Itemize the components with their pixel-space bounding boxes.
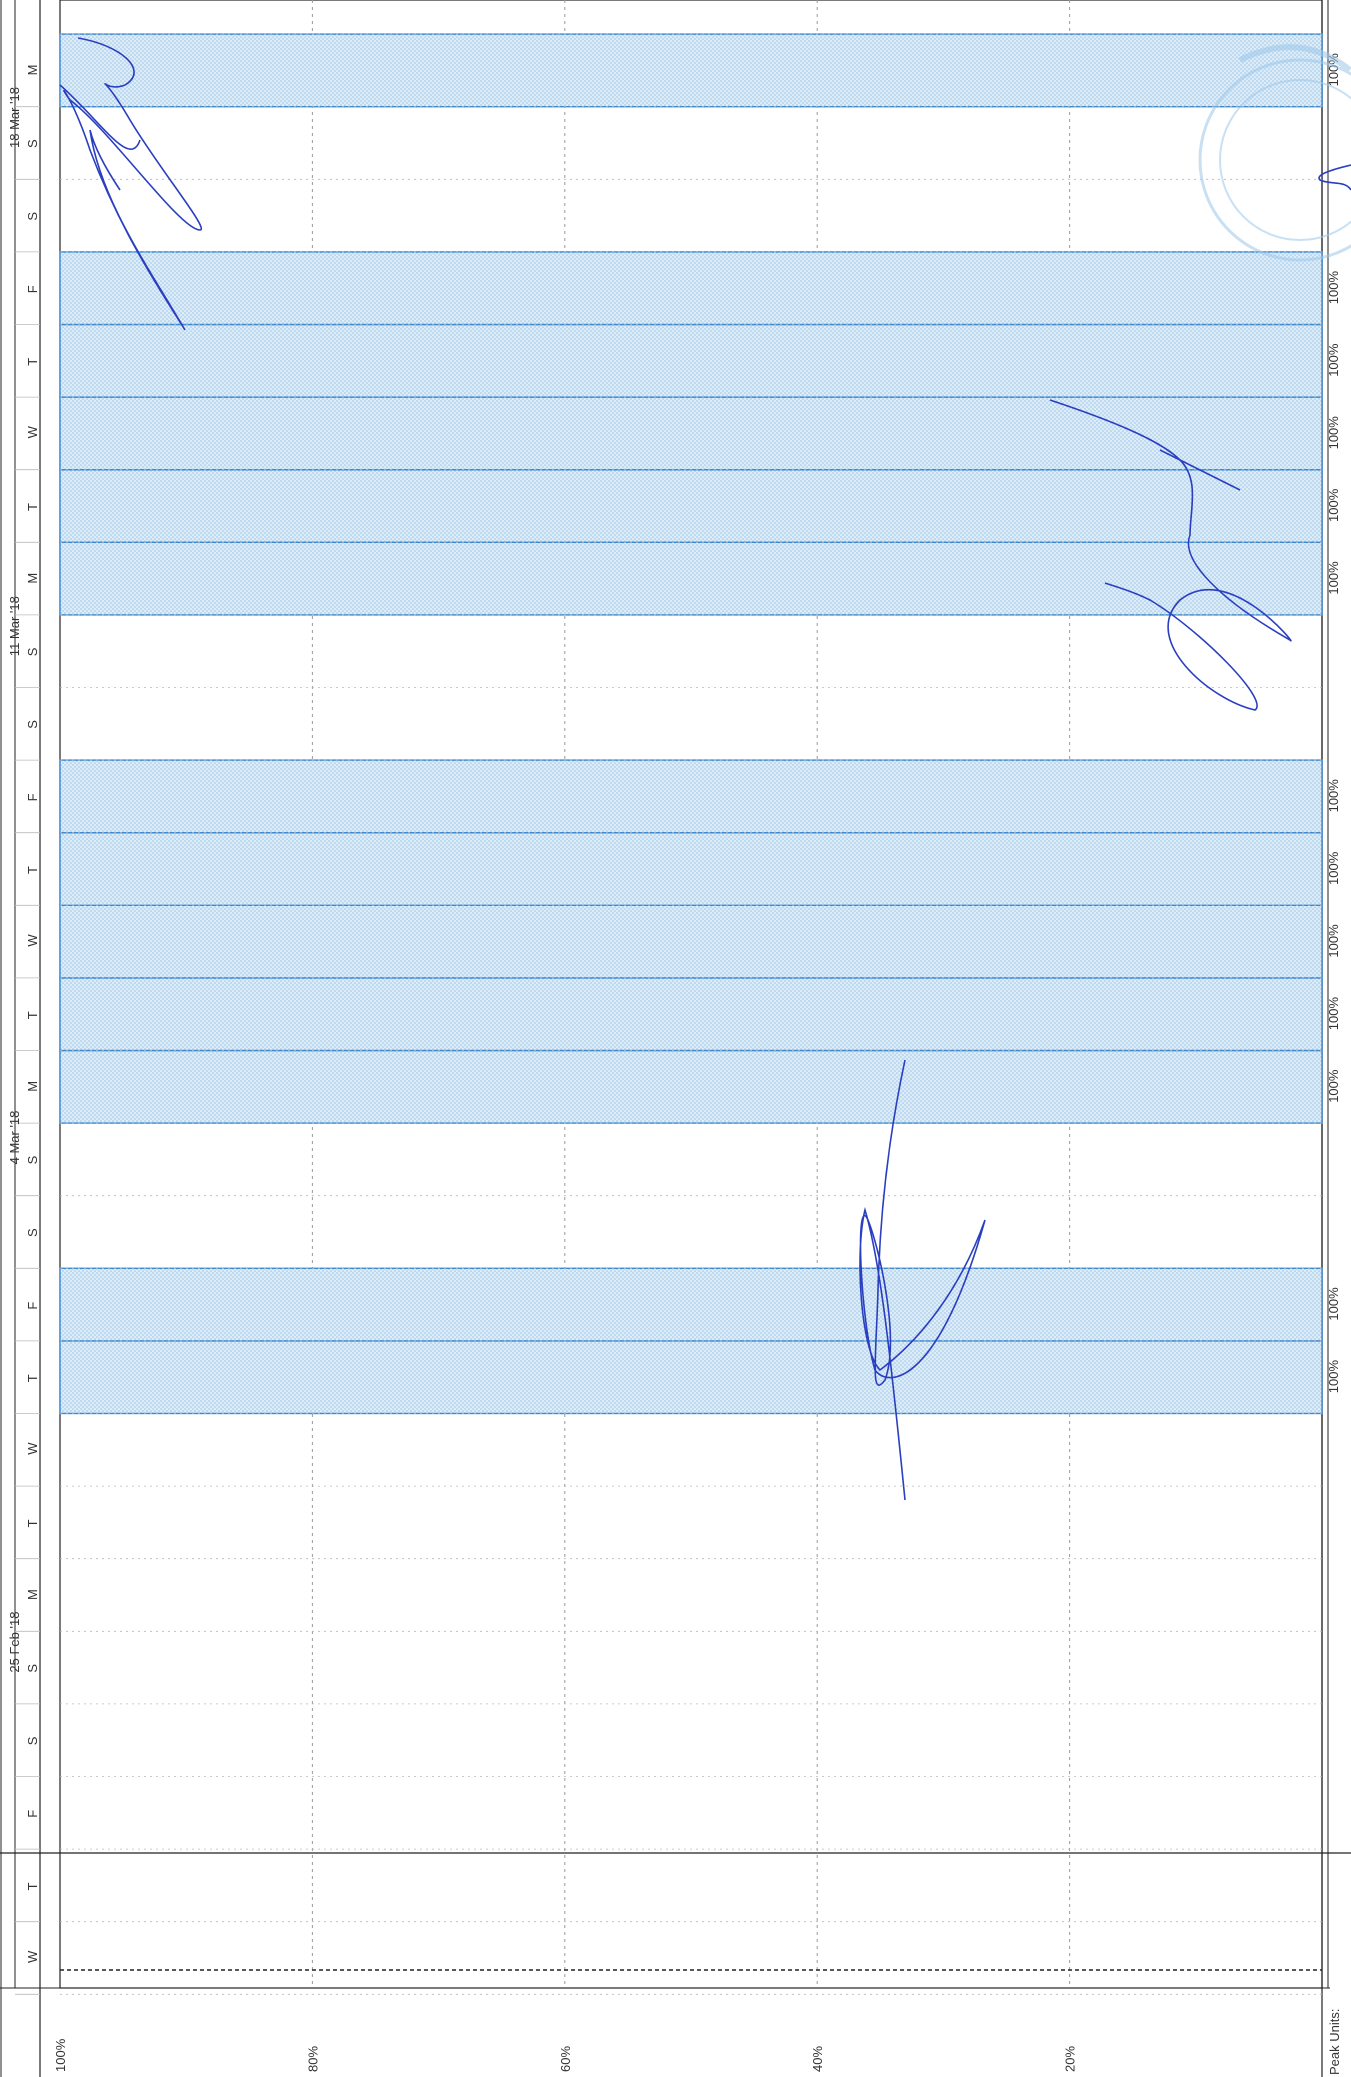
bar-day-22: [59, 323, 1323, 398]
bar-label-12: 100%: [1326, 1069, 1341, 1103]
day-label-26: M: [25, 65, 40, 76]
bar-label-21: 100%: [1326, 416, 1341, 450]
bar-day-15: [59, 832, 1323, 907]
day-label-12: M: [25, 1081, 40, 1092]
day-label-10: S: [25, 1228, 40, 1237]
bar-day-21: [59, 396, 1323, 471]
day-label-23: F: [25, 285, 40, 293]
bar-day-23: [59, 251, 1323, 326]
day-label-22: T: [25, 358, 40, 366]
bar-day-26: [59, 33, 1323, 108]
bar-label-14: 100%: [1326, 924, 1341, 958]
bar-label-13: 100%: [1326, 997, 1341, 1031]
day-dividers: [60, 33, 1322, 1995]
day-label-0: W: [25, 1950, 40, 1963]
day-label-21: W: [25, 425, 40, 438]
week-label-0: 25 Feb '18: [7, 1612, 22, 1673]
bar-label-9: 100%: [1326, 1287, 1341, 1321]
bar-day-8: [59, 1340, 1323, 1415]
week-label-2: 11 Mar '18: [7, 596, 22, 656]
y-tick-80: 80%: [305, 2046, 320, 2072]
bar-day-12: [59, 1049, 1323, 1124]
day-label-11: S: [25, 1155, 40, 1164]
bar-day-9: [59, 1267, 1323, 1342]
day-label-19: M: [25, 573, 40, 584]
day-label-15: T: [25, 866, 40, 874]
bar-label-15: 100%: [1326, 851, 1341, 885]
bar-label-23: 100%: [1326, 271, 1341, 305]
bar-label-8: 100%: [1326, 1360, 1341, 1394]
plot-area: 100% 100% 100% 100% 100% 100% 100% 100% 100% 100%…: [59, 0, 1341, 2077]
y-tick-100: 100%: [53, 2038, 68, 2072]
signature-middle: [1049, 399, 1292, 711]
y-axis-title: Peak Units:: [1327, 2009, 1342, 2075]
week-label-3: 18 Mar '18: [7, 87, 22, 148]
day-label-6: T: [25, 1519, 40, 1527]
day-label-14: W: [25, 934, 40, 947]
day-label-20: T: [25, 503, 40, 511]
day-label-24: S: [25, 212, 40, 221]
week-label-1: 4 Mar '18: [7, 1111, 22, 1165]
stamp-seal: [1198, 44, 1351, 262]
bars: 100% 100% 100% 100% 100% 100% 100% 100% 100% 100%…: [59, 33, 1341, 1415]
day-label-13: T: [25, 1011, 40, 1019]
bar-label-22: 100%: [1326, 343, 1341, 377]
bar-day-14: [59, 904, 1323, 979]
bar-day-16: [59, 759, 1323, 834]
signature-bottom: [859, 1059, 986, 1501]
bar-day-19: [59, 541, 1323, 616]
week-labels: 25 Feb '18 4 Mar '18 11 Mar '18 18 Mar '18: [7, 87, 22, 1673]
y-tick-20: 20%: [1063, 2046, 1078, 2072]
day-labels: W T F S S M T W T F S S M T W T F S S M T W T F S S M: [15, 65, 40, 1995]
y-axis-ticks: 100% 80% 60% 40% 20%: [53, 2038, 1078, 2072]
bar-label-16: 100%: [1326, 779, 1341, 813]
bar-day-20: [59, 469, 1323, 544]
day-label-25: S: [25, 139, 40, 148]
bar-label-20: 100%: [1326, 488, 1341, 522]
bar-day-13: [59, 977, 1323, 1052]
y-tick-40: 40%: [810, 2046, 825, 2072]
bar-label-19: 100%: [1326, 561, 1341, 595]
day-label-5: M: [25, 1589, 40, 1600]
day-label-7: W: [25, 1442, 40, 1455]
day-label-16: F: [25, 793, 40, 801]
day-label-3: S: [25, 1736, 40, 1745]
signature-top: [59, 37, 203, 331]
day-label-17: S: [25, 720, 40, 729]
day-label-18: S: [25, 647, 40, 656]
y-tick-60: 60%: [558, 2046, 573, 2072]
day-label-8: T: [25, 1374, 40, 1382]
day-label-1: T: [25, 1882, 40, 1890]
day-label-2: F: [25, 1810, 40, 1818]
signature-edge: [1318, 164, 1351, 191]
day-label-4: S: [25, 1664, 40, 1673]
day-label-9: F: [25, 1302, 40, 1310]
